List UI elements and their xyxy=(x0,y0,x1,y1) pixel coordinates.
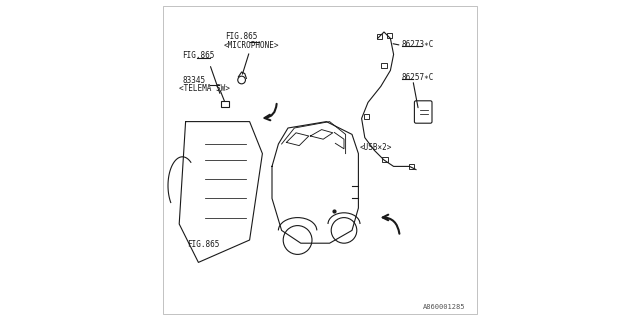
Circle shape xyxy=(284,226,312,254)
Text: A860001285: A860001285 xyxy=(422,304,465,310)
Text: <USB×2>: <USB×2> xyxy=(360,143,392,152)
Text: 83345: 83345 xyxy=(182,76,205,85)
Text: 86273∗C: 86273∗C xyxy=(402,40,434,49)
Text: FIG.865: FIG.865 xyxy=(182,51,215,60)
Circle shape xyxy=(332,218,357,243)
Bar xyxy=(376,34,381,39)
Bar xyxy=(364,114,369,119)
Bar xyxy=(383,157,388,162)
Bar xyxy=(409,164,414,169)
Text: <MICROPHONE>: <MICROPHONE> xyxy=(223,41,279,50)
Bar xyxy=(381,63,387,68)
Text: FIG.865: FIG.865 xyxy=(187,240,220,249)
Bar xyxy=(387,33,392,38)
Text: 86257∗C: 86257∗C xyxy=(402,73,434,82)
Text: FIG.865: FIG.865 xyxy=(226,32,258,41)
FancyBboxPatch shape xyxy=(415,101,432,123)
Circle shape xyxy=(238,76,246,84)
Text: <TELEMA SW>: <TELEMA SW> xyxy=(179,84,229,93)
Bar xyxy=(221,101,229,107)
